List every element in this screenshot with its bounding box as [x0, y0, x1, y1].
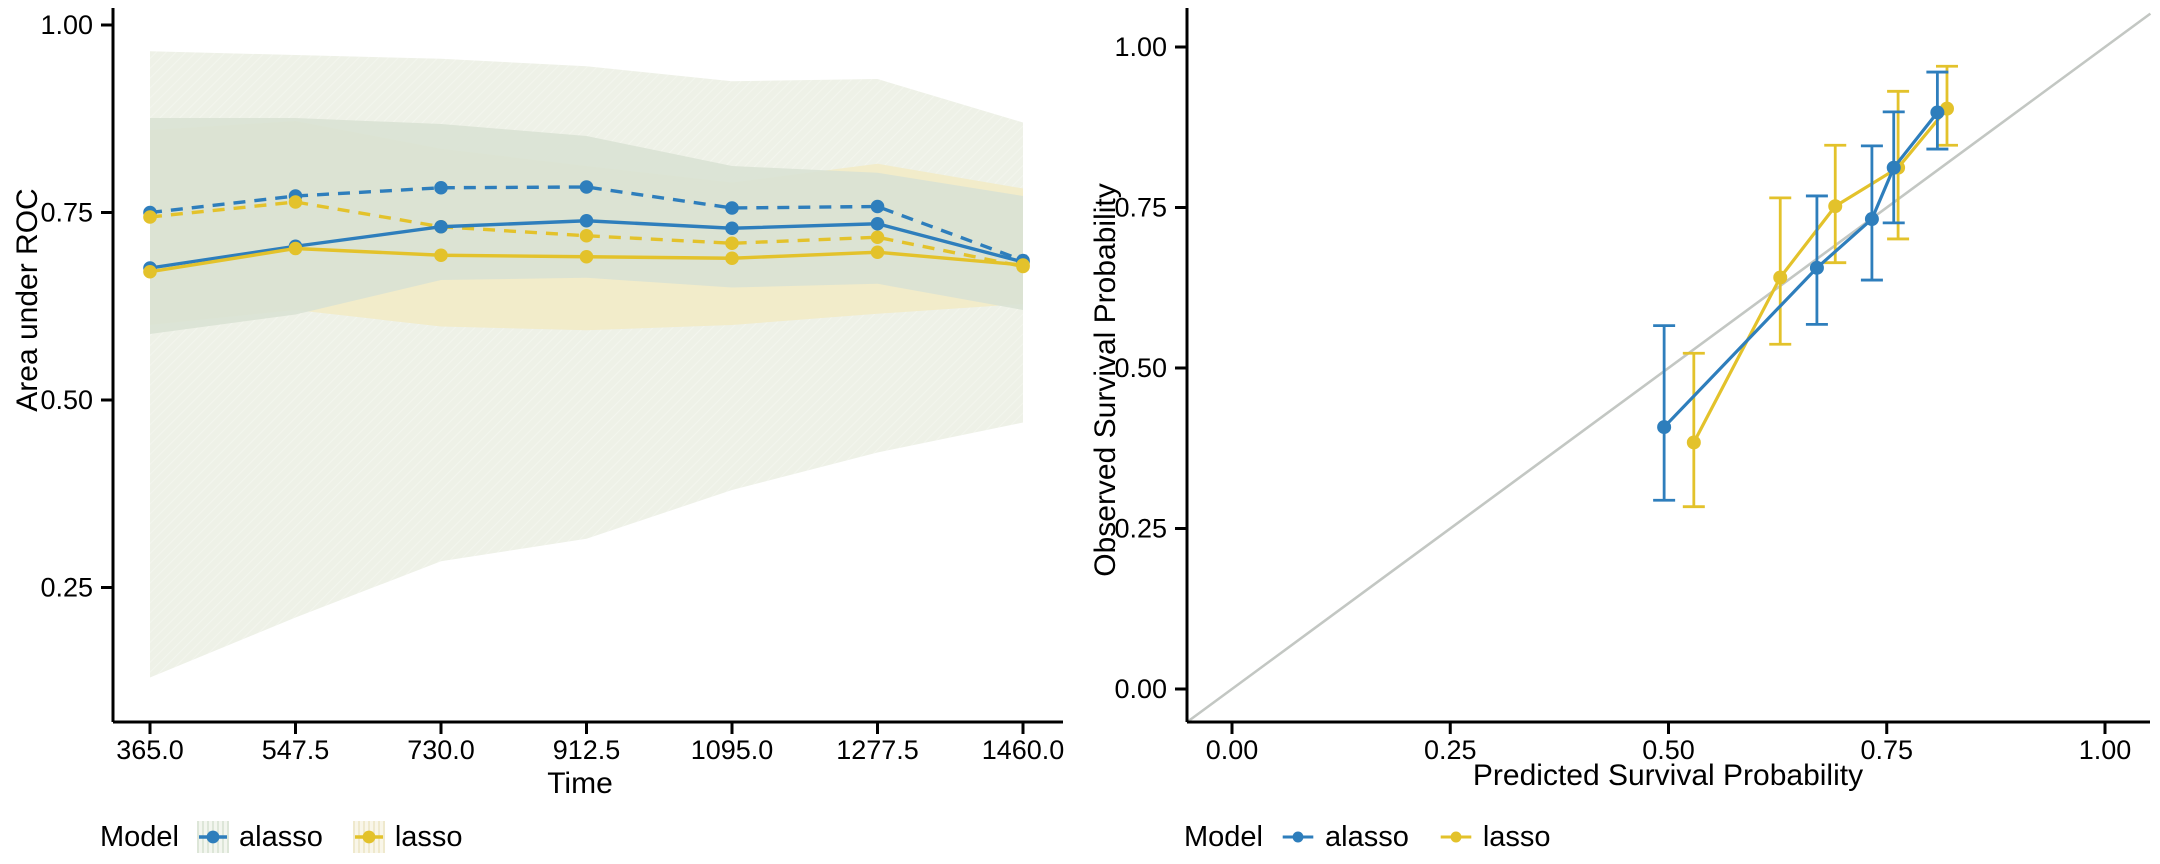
svg-text:1.00: 1.00 [40, 10, 93, 40]
svg-text:1095.0: 1095.0 [691, 735, 774, 765]
svg-text:0.75: 0.75 [1114, 193, 1167, 223]
svg-text:912.5: 912.5 [553, 735, 621, 765]
svg-text:0.00: 0.00 [1114, 674, 1167, 704]
right-legend: Model alasso lasso [1184, 816, 1581, 858]
svg-text:0.50: 0.50 [1114, 353, 1167, 383]
legend-key-alasso-point-icon [1281, 820, 1315, 854]
svg-text:1277.5: 1277.5 [836, 735, 919, 765]
left-legend: Model alasso lasso [100, 816, 493, 858]
right-legend-title: Model [1184, 820, 1263, 853]
svg-text:1.00: 1.00 [1114, 32, 1167, 62]
right-y-axis-title: Observed Survival Probability [1089, 183, 1122, 577]
svg-text:1460.0: 1460.0 [982, 735, 1065, 765]
svg-text:0.25: 0.25 [1424, 735, 1477, 765]
svg-text:730.0: 730.0 [407, 735, 475, 765]
left-legend-title: Model [100, 820, 179, 853]
right-legend-label-lasso: lasso [1482, 820, 1551, 853]
left-legend-label-alasso: alasso [239, 820, 323, 853]
svg-text:1.00: 1.00 [2079, 735, 2132, 765]
right-legend-label-alasso: alasso [1325, 820, 1409, 853]
svg-text:0.50: 0.50 [40, 385, 93, 415]
legend-key-lasso-point-icon [1439, 820, 1473, 854]
svg-text:0.50: 0.50 [1642, 735, 1695, 765]
left-y-axis-title: Area under ROC [11, 188, 44, 412]
svg-text:365.0: 365.0 [116, 735, 184, 765]
legend-key-lasso-icon [352, 821, 385, 853]
right-x-axis-title: Predicted Survival Probability [1472, 759, 1864, 792]
svg-text:0.75: 0.75 [40, 198, 93, 228]
left-x-axis-title: Time [547, 767, 613, 800]
legend-key-alasso-icon [197, 821, 229, 853]
svg-text:0.25: 0.25 [1114, 514, 1167, 544]
svg-text:0.25: 0.25 [40, 573, 93, 603]
left-legend-label-lasso: lasso [394, 820, 463, 853]
svg-text:0.00: 0.00 [1206, 735, 1259, 765]
svg-text:547.5: 547.5 [262, 735, 330, 765]
svg-text:0.75: 0.75 [1860, 735, 1913, 765]
